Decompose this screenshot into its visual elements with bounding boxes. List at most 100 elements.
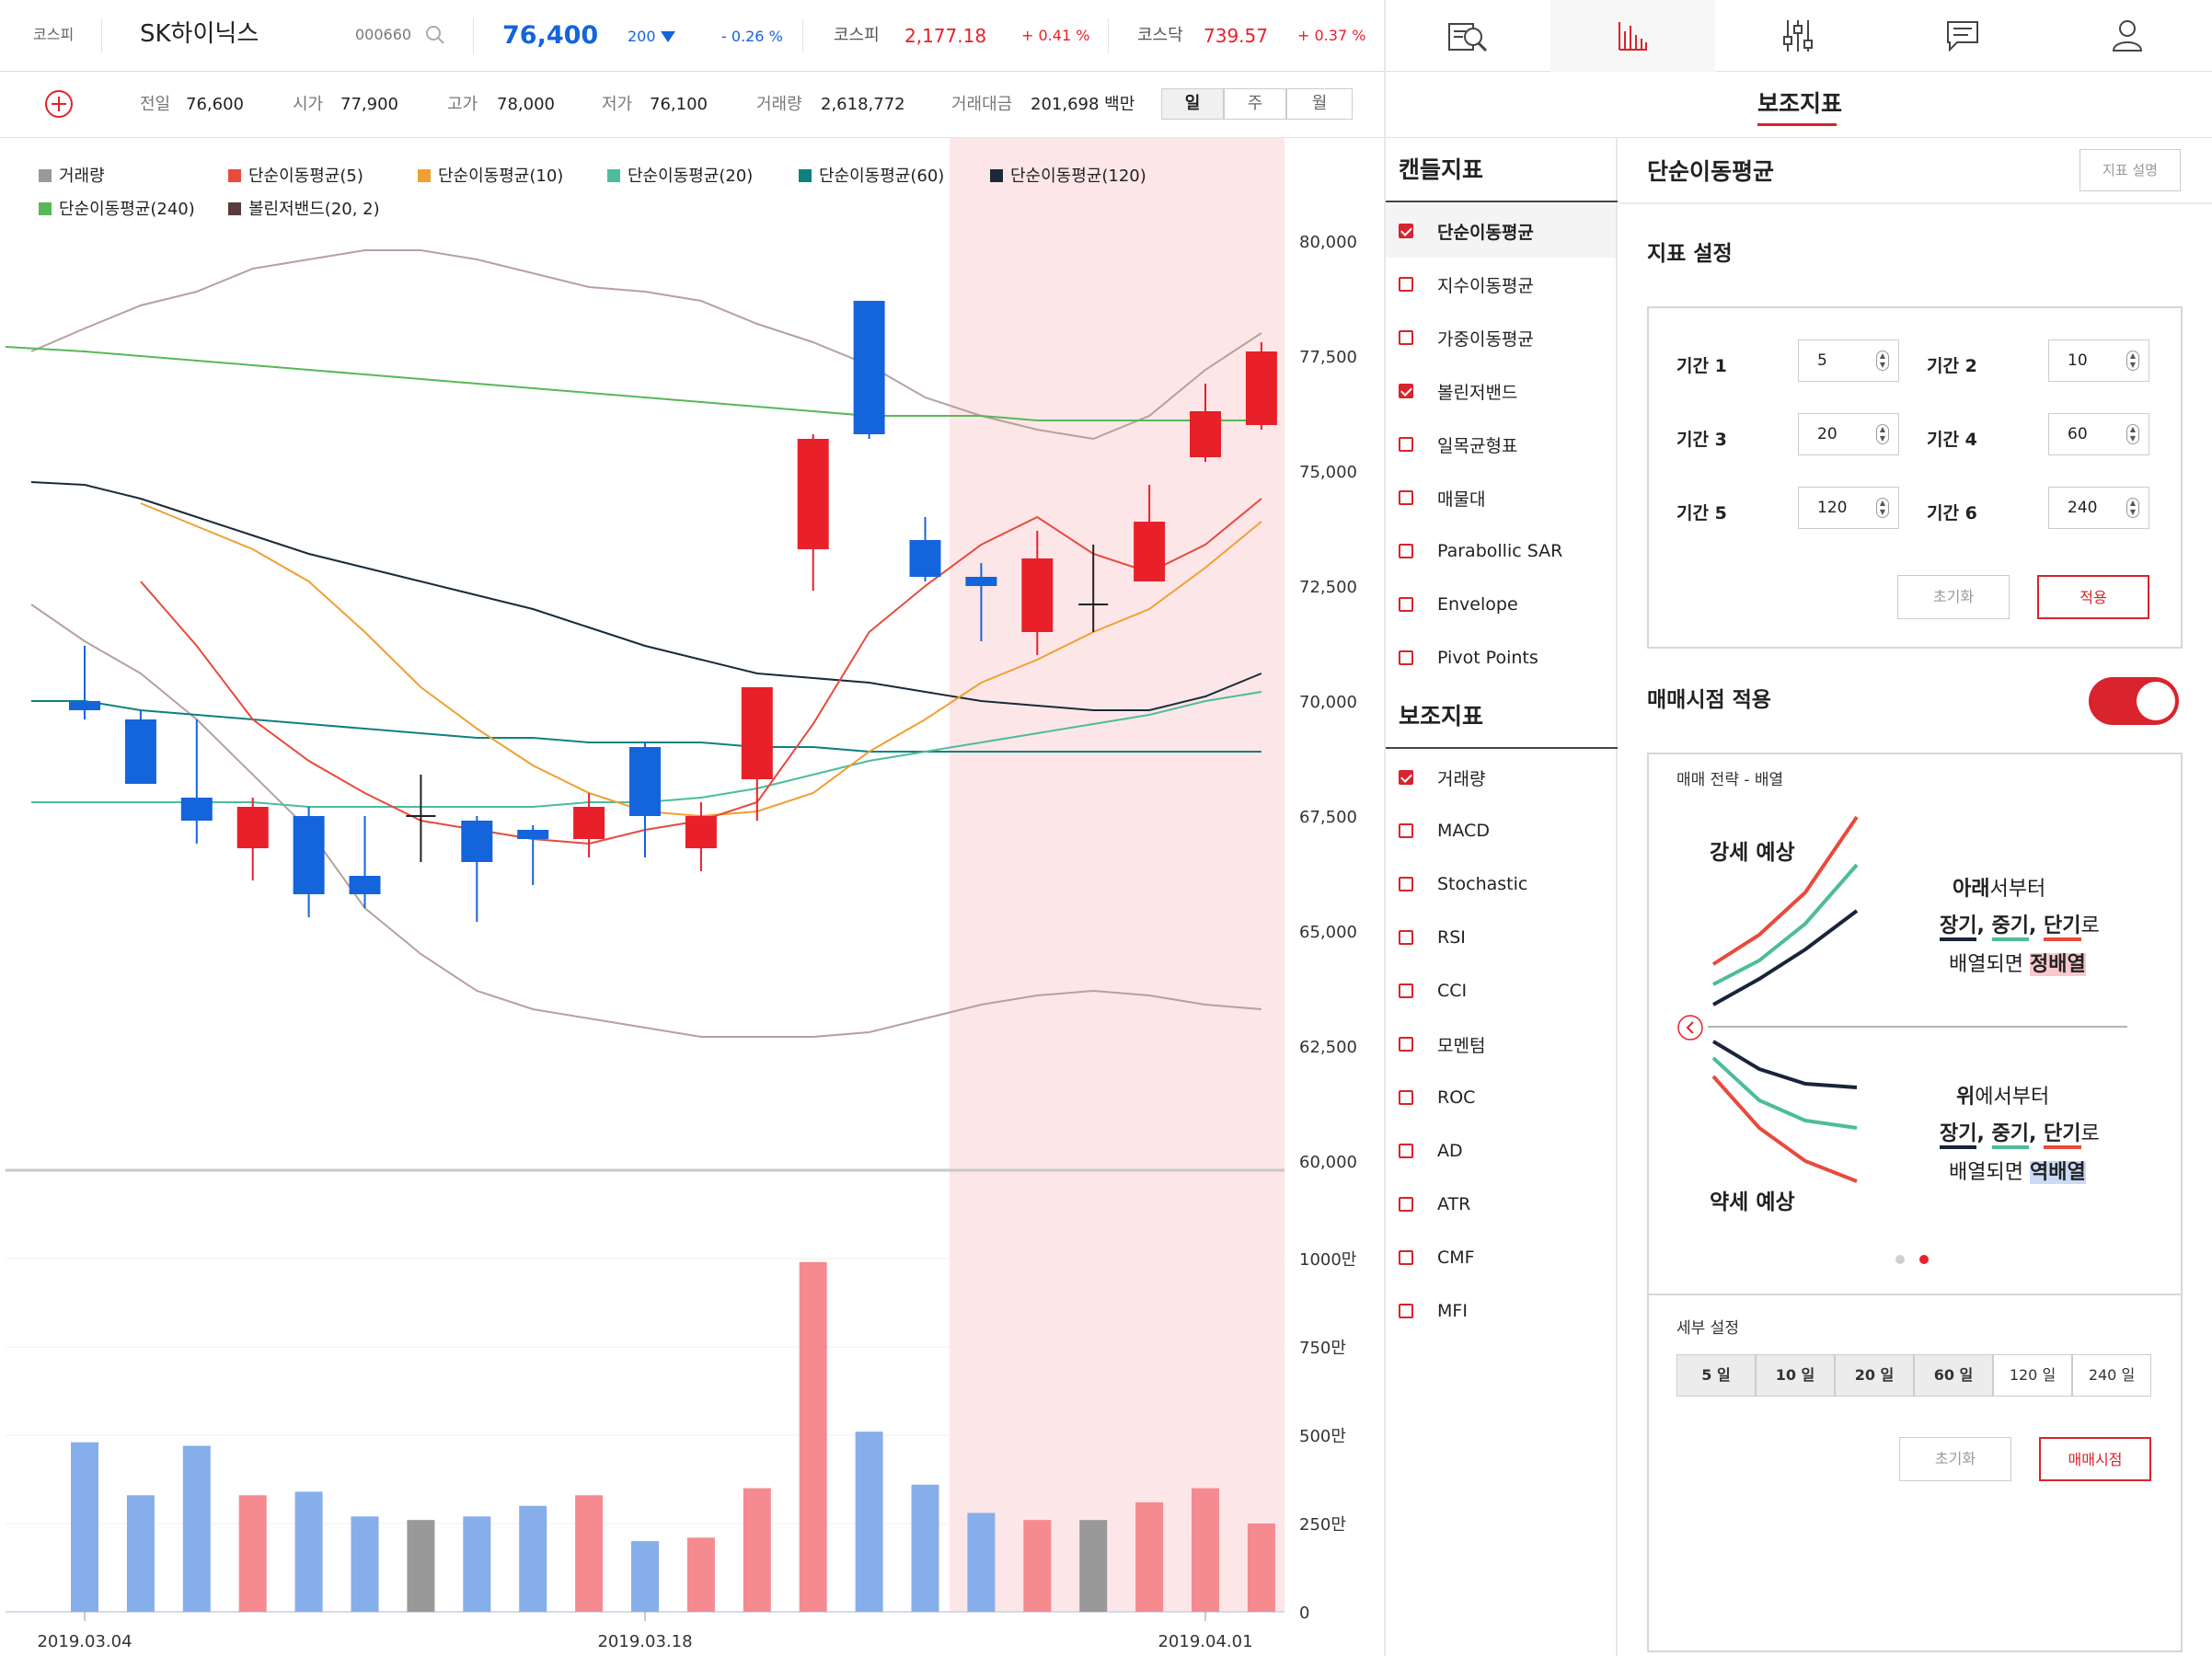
tab-chart[interactable] <box>1550 0 1715 72</box>
candle-indicator-item[interactable]: 가중이동평균 <box>1386 311 1616 364</box>
stock-name[interactable]: SK하이닉스 <box>140 20 259 48</box>
candle[interactable] <box>797 434 829 591</box>
candle-indicator-item[interactable]: Parabollic SAR <box>1386 524 1616 578</box>
period-2-input[interactable]: 10 ▲ ▼ <box>2048 339 2149 382</box>
checkbox[interactable] <box>1399 983 1413 998</box>
candle[interactable] <box>1245 342 1277 430</box>
volume-bar[interactable] <box>575 1495 604 1612</box>
candle-indicator-item[interactable]: 볼린저밴드 <box>1386 364 1616 418</box>
chart-canvas[interactable]: 거래량 단순이동평균(5) 단순이동평균(10) 단순이동평균(20) 단순이동평균(6… <box>0 138 1384 1656</box>
volume-bar[interactable] <box>1247 1524 1275 1612</box>
candle[interactable] <box>741 687 773 821</box>
checkbox[interactable] <box>1399 1304 1413 1318</box>
volume-bar[interactable] <box>182 1445 211 1612</box>
candle[interactable] <box>853 301 885 439</box>
volume-bar[interactable] <box>911 1484 939 1612</box>
stepper-icon[interactable]: ▲ ▼ <box>1876 424 1889 444</box>
volume-bar[interactable] <box>463 1516 491 1612</box>
stepper-icon[interactable]: ▲ ▼ <box>2126 498 2139 518</box>
sub-indicator-item[interactable]: MACD <box>1386 804 1616 857</box>
volume-bar[interactable] <box>967 1512 996 1612</box>
period-1-input[interactable]: 5 ▲ ▼ <box>1798 339 1899 382</box>
checkbox[interactable] <box>1399 770 1413 785</box>
checkbox[interactable] <box>1399 544 1413 558</box>
volume-bar[interactable] <box>1023 1520 1052 1612</box>
volume-bar[interactable] <box>1135 1501 1164 1612</box>
day-button[interactable]: 120 일 <box>1993 1354 2072 1397</box>
sub-indicator-item[interactable]: Stochastic <box>1386 857 1616 911</box>
sub-indicator-item[interactable]: CMF <box>1386 1231 1616 1284</box>
checkbox[interactable] <box>1399 877 1413 891</box>
checkbox[interactable] <box>1399 224 1413 238</box>
reset-button-2[interactable]: 초기화 <box>1899 1437 2011 1481</box>
stepper-icon[interactable]: ▲ ▼ <box>2126 424 2139 444</box>
volume-bar[interactable] <box>799 1261 827 1612</box>
day-button[interactable]: 240 일 <box>2072 1354 2151 1397</box>
sub-indicator-item[interactable]: MFI <box>1386 1284 1616 1338</box>
day-button[interactable]: 5 일 <box>1676 1354 1756 1397</box>
candle-indicator-item[interactable]: 매물대 <box>1386 471 1616 524</box>
candle[interactable] <box>909 517 941 581</box>
candle[interactable] <box>1078 545 1109 632</box>
tab-user[interactable] <box>2045 0 2209 72</box>
period-3-input[interactable]: 20 ▲ ▼ <box>1798 413 1899 455</box>
candle[interactable] <box>629 742 661 857</box>
volume-bar[interactable] <box>686 1537 715 1612</box>
volume-bar[interactable] <box>743 1488 771 1612</box>
candle[interactable] <box>293 807 325 917</box>
reset-button[interactable]: 초기화 <box>1897 575 2010 619</box>
volume-bar[interactable] <box>238 1495 267 1612</box>
candle[interactable] <box>236 798 269 880</box>
candle[interactable] <box>69 646 100 719</box>
candle[interactable] <box>965 563 997 641</box>
sub-indicator-item[interactable]: CCI <box>1386 964 1616 1018</box>
sub-indicator-item[interactable]: ATR <box>1386 1178 1616 1231</box>
explain-button[interactable]: 지표 설명 <box>2080 149 2181 191</box>
volume-bar[interactable] <box>1079 1520 1108 1612</box>
day-button[interactable]: 60 일 <box>1914 1354 1993 1397</box>
period-4-input[interactable]: 60 ▲ ▼ <box>2048 413 2149 455</box>
sub-indicator-item[interactable]: 거래량 <box>1386 751 1616 804</box>
checkbox[interactable] <box>1399 384 1413 398</box>
volume-bar[interactable] <box>294 1491 323 1612</box>
candle-indicator-item[interactable]: Pivot Points <box>1386 631 1616 684</box>
tab-search[interactable] <box>1386 0 1550 72</box>
candle[interactable] <box>517 825 549 885</box>
candle-indicator-item[interactable]: 지수이동평균 <box>1386 258 1616 311</box>
checkbox[interactable] <box>1399 823 1413 838</box>
volume-bar[interactable] <box>126 1495 155 1612</box>
checkbox[interactable] <box>1399 490 1413 505</box>
period-month-button[interactable]: 월 <box>1286 88 1353 120</box>
checkbox[interactable] <box>1399 650 1413 665</box>
candle-indicator-item[interactable]: 일목균형표 <box>1386 418 1616 471</box>
candle-indicator-item[interactable]: Envelope <box>1386 578 1616 631</box>
candle[interactable] <box>1134 485 1166 581</box>
day-button[interactable]: 10 일 <box>1756 1354 1835 1397</box>
volume-bar[interactable] <box>631 1541 659 1612</box>
checkbox[interactable] <box>1399 330 1413 345</box>
candle[interactable] <box>1021 531 1054 655</box>
tab-settings[interactable] <box>1715 0 1880 72</box>
checkbox[interactable] <box>1399 930 1413 945</box>
candle-indicator-item[interactable]: 단순이동평균 <box>1386 204 1616 258</box>
candle[interactable] <box>461 816 493 922</box>
stock-chart[interactable]: 거래량 단순이동평균(5) 단순이동평균(10) 단순이동평균(20) 단순이동평균(6… <box>0 138 1384 1656</box>
stepper-icon[interactable]: ▲ ▼ <box>1876 351 1889 371</box>
trade-point-button[interactable]: 매매시점 <box>2039 1437 2151 1481</box>
checkbox[interactable] <box>1399 437 1413 452</box>
add-icon[interactable] <box>44 89 74 119</box>
checkbox[interactable] <box>1399 277 1413 292</box>
volume-bar[interactable] <box>1192 1488 1219 1612</box>
checkbox[interactable] <box>1399 1090 1413 1105</box>
sub-indicator-item[interactable]: ROC <box>1386 1071 1616 1124</box>
volume-bar[interactable] <box>71 1442 98 1612</box>
search-icon[interactable] <box>425 25 445 45</box>
candle[interactable] <box>573 793 605 857</box>
trade-toggle[interactable] <box>2089 677 2179 725</box>
candle[interactable] <box>124 710 156 784</box>
apply-button[interactable]: 적용 <box>2037 575 2149 619</box>
volume-bar[interactable] <box>407 1520 435 1612</box>
candle[interactable] <box>180 719 213 844</box>
checkbox[interactable] <box>1399 1144 1413 1158</box>
stepper-icon[interactable]: ▲ ▼ <box>2126 351 2139 371</box>
